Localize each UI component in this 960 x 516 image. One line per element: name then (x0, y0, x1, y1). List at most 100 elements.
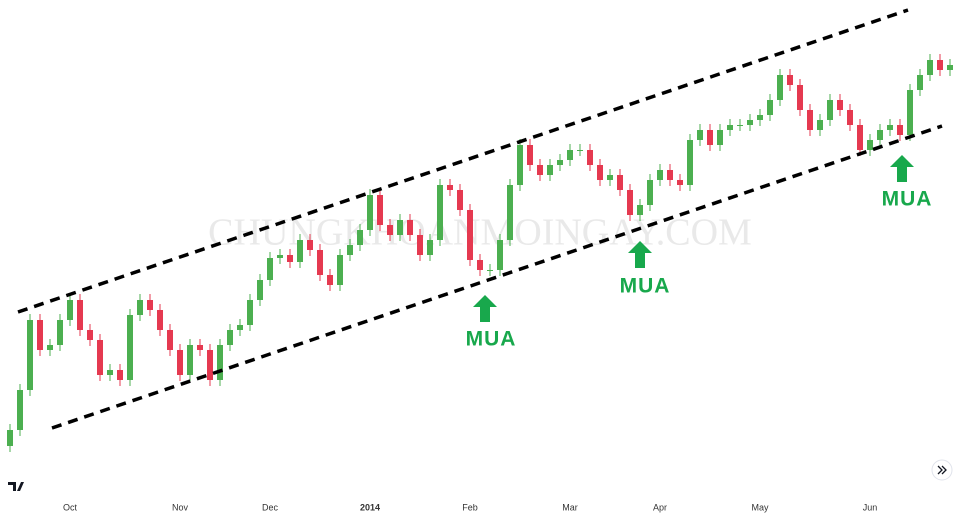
candle-body (107, 370, 113, 375)
candle-body (7, 430, 13, 446)
candle-body (137, 300, 143, 315)
channel-lower (51, 124, 943, 430)
candle-body (417, 235, 423, 255)
candle-body (267, 258, 273, 280)
candle-body (877, 130, 883, 140)
candle-body (567, 150, 573, 160)
candle-body (297, 240, 303, 262)
buy-arrow (890, 155, 914, 182)
candle-body (827, 100, 833, 120)
candle-body (947, 65, 953, 70)
candle-body (817, 120, 823, 130)
x-tick-label: 2014 (360, 502, 380, 512)
candle-body (317, 250, 323, 275)
candle-body (837, 100, 843, 110)
candle-body (327, 275, 333, 285)
candle-body (647, 180, 653, 205)
candle-body (377, 195, 383, 225)
candle-body (77, 300, 83, 330)
logo (8, 482, 24, 491)
candle-body (357, 230, 363, 245)
x-tick-label: Apr (653, 502, 667, 512)
candle-body (687, 140, 693, 185)
x-tick-label: Feb (462, 502, 478, 512)
candle-body (617, 175, 623, 190)
annotation: MUA (620, 275, 671, 298)
candle-body (777, 75, 783, 100)
candle-body (667, 170, 673, 180)
candle-body (937, 60, 943, 70)
candle-body (887, 125, 893, 130)
candle-body (47, 345, 53, 350)
candle-body (577, 150, 583, 151)
candle-body (287, 255, 293, 262)
candle-body (387, 225, 393, 235)
candle-body (607, 175, 613, 180)
candle-body (787, 75, 793, 85)
buy-arrow (628, 241, 652, 268)
candle-body (717, 130, 723, 145)
candle-body (557, 160, 563, 165)
scroll-icon[interactable] (937, 465, 947, 475)
candle-body (347, 245, 353, 255)
candle-body (167, 330, 173, 350)
candle-body (147, 300, 153, 310)
x-tick-label: Nov (172, 502, 189, 512)
scroll-button[interactable] (931, 459, 953, 481)
x-tick-label: Mar (562, 502, 578, 512)
candle-body (507, 185, 513, 240)
candle-body (257, 280, 263, 300)
candle-body (657, 170, 663, 180)
candle-body (157, 310, 163, 330)
candle-body (307, 240, 313, 250)
candle-body (87, 330, 93, 340)
candle-body (457, 190, 463, 210)
candle-body (177, 350, 183, 375)
candle-body (707, 130, 713, 145)
x-axis: Oct Nov Dec 2014 Feb Mar Apr May Jun (63, 502, 877, 512)
candle-body (697, 130, 703, 140)
candle-body (427, 240, 433, 255)
candle-body (517, 145, 523, 185)
candle-body (587, 150, 593, 165)
buy-arrow (473, 295, 497, 322)
candle-body (247, 300, 253, 325)
candle-body (597, 165, 603, 180)
annotation: MUA (882, 188, 933, 211)
candle-body (897, 125, 903, 135)
candle-body (627, 190, 633, 215)
candle-body (67, 300, 73, 320)
candle-body (227, 330, 233, 345)
candle-body (797, 85, 803, 110)
candle-body (207, 350, 213, 380)
x-tick-label: Jun (863, 502, 878, 512)
candle-body (487, 270, 493, 271)
candle-body (27, 320, 33, 390)
candle-body (477, 260, 483, 270)
candle-body (547, 165, 553, 175)
candle-body (677, 180, 683, 185)
candle-body (847, 110, 853, 125)
candle-body (467, 210, 473, 260)
candle-body (57, 320, 63, 345)
candles (7, 54, 953, 452)
candle-body (117, 370, 123, 380)
candle-body (367, 195, 373, 230)
annotation: MUA (466, 328, 517, 351)
candle-body (127, 315, 133, 380)
candle-body (637, 205, 643, 215)
candle-body (197, 345, 203, 350)
candle-body (867, 140, 873, 150)
candle-body (437, 185, 443, 240)
candle-body (907, 90, 913, 135)
channel-upper (17, 8, 909, 314)
candle-body (527, 145, 533, 165)
candle-body (767, 100, 773, 115)
candle-body (277, 255, 283, 258)
x-tick-label: Oct (63, 502, 78, 512)
candle-body (927, 60, 933, 75)
logo-mark (8, 482, 24, 491)
candle-body (917, 75, 923, 90)
